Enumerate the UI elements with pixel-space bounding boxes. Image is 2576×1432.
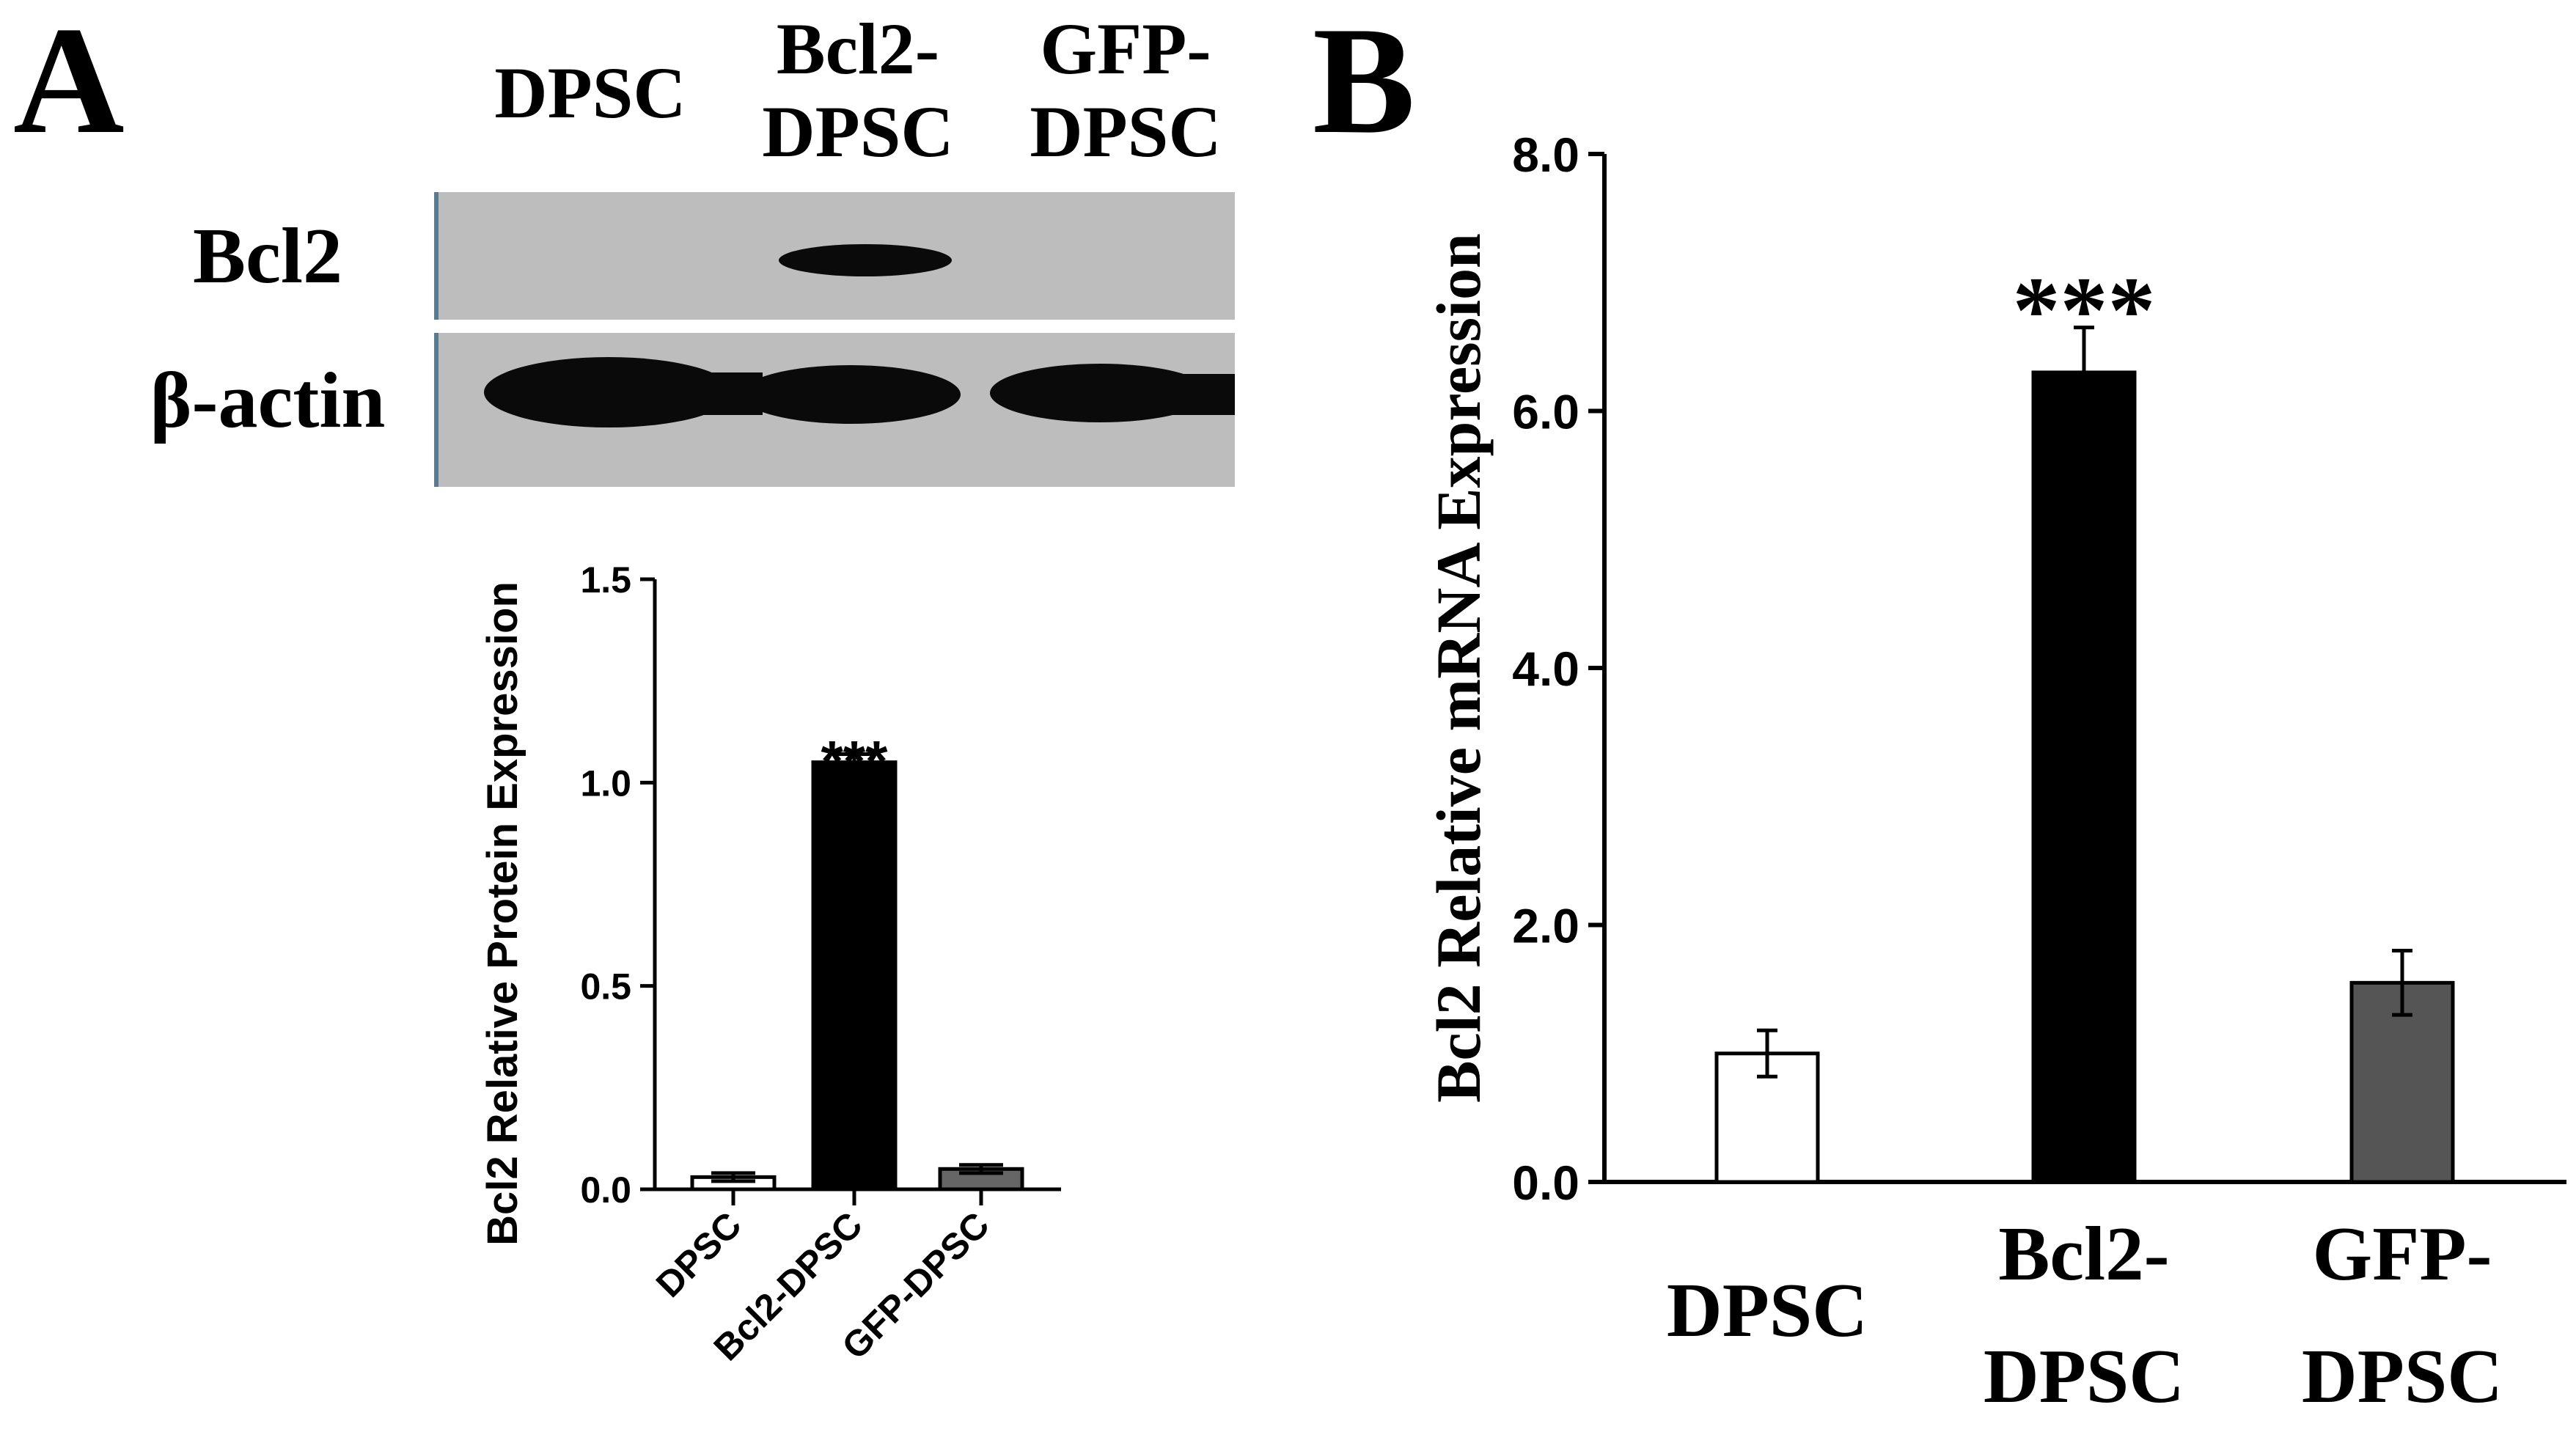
y-tick-label: 0.0 [1512,1156,1579,1210]
blot-row-label-actin: β-actin [150,357,386,444]
x-tick-label: DPSC [2302,1333,2503,1419]
y-tick-label: 0.0 [580,1170,631,1211]
x-tick-label: DPSC [1667,1267,1868,1353]
y-tick-label: 2.0 [1512,898,1579,952]
y-tick-label: 0.5 [580,966,631,1007]
blot-membrane-edge [434,333,438,487]
significance-marker: *** [2013,258,2156,364]
blot-lane-label: GFP- [1040,8,1211,89]
y-axis-title: Bcl2 Relative Protein Expression [479,581,526,1246]
panel-a-label: A [13,0,125,166]
y-tick-label: 1.0 [580,763,631,804]
blot-lane-label: Bcl2- [777,8,939,89]
x-tick-label: DPSC [1984,1333,2184,1419]
mrna-expression-chart: 0.0 2.0 4.0 6.0 8.0 Bcl2 Relative mRNA Expres… [1423,128,2566,1419]
bar [811,760,898,1192]
protein-expression-chart: 0.0 0.5 1.0 1.5 Bcl2 Relative Protein Expres… [479,559,1061,1368]
y-tick-label: 6.0 [1512,384,1579,438]
blot-lane-label: DPSC [494,52,686,133]
panel-b-label: B [1313,0,1415,166]
x-tick-label: Bcl2- [1998,1211,2169,1296]
blot-band-actin [704,372,763,415]
blot-band-bcl2 [779,244,952,276]
blot-lane-label: DPSC [762,91,953,172]
blot-membrane-edge [434,192,438,320]
blot-band-actin [741,365,961,424]
y-tick-label: 4.0 [1512,642,1579,696]
blot-band-actin [484,357,733,427]
y-tick-label: 8.0 [1512,128,1579,182]
x-tick-label: DPSC [648,1204,749,1305]
blot-row-label-bcl2: Bcl2 [193,213,342,300]
blot-band-actin [1144,374,1235,415]
bar [2031,370,2137,1184]
x-tick-label: GFP- [2313,1211,2492,1296]
y-axis-title: Bcl2 Relative mRNA Expression [1423,233,1494,1103]
blot-lane-label: DPSC [1030,91,1221,172]
y-tick-label: 1.5 [580,559,631,601]
significance-marker: *** [821,729,888,793]
